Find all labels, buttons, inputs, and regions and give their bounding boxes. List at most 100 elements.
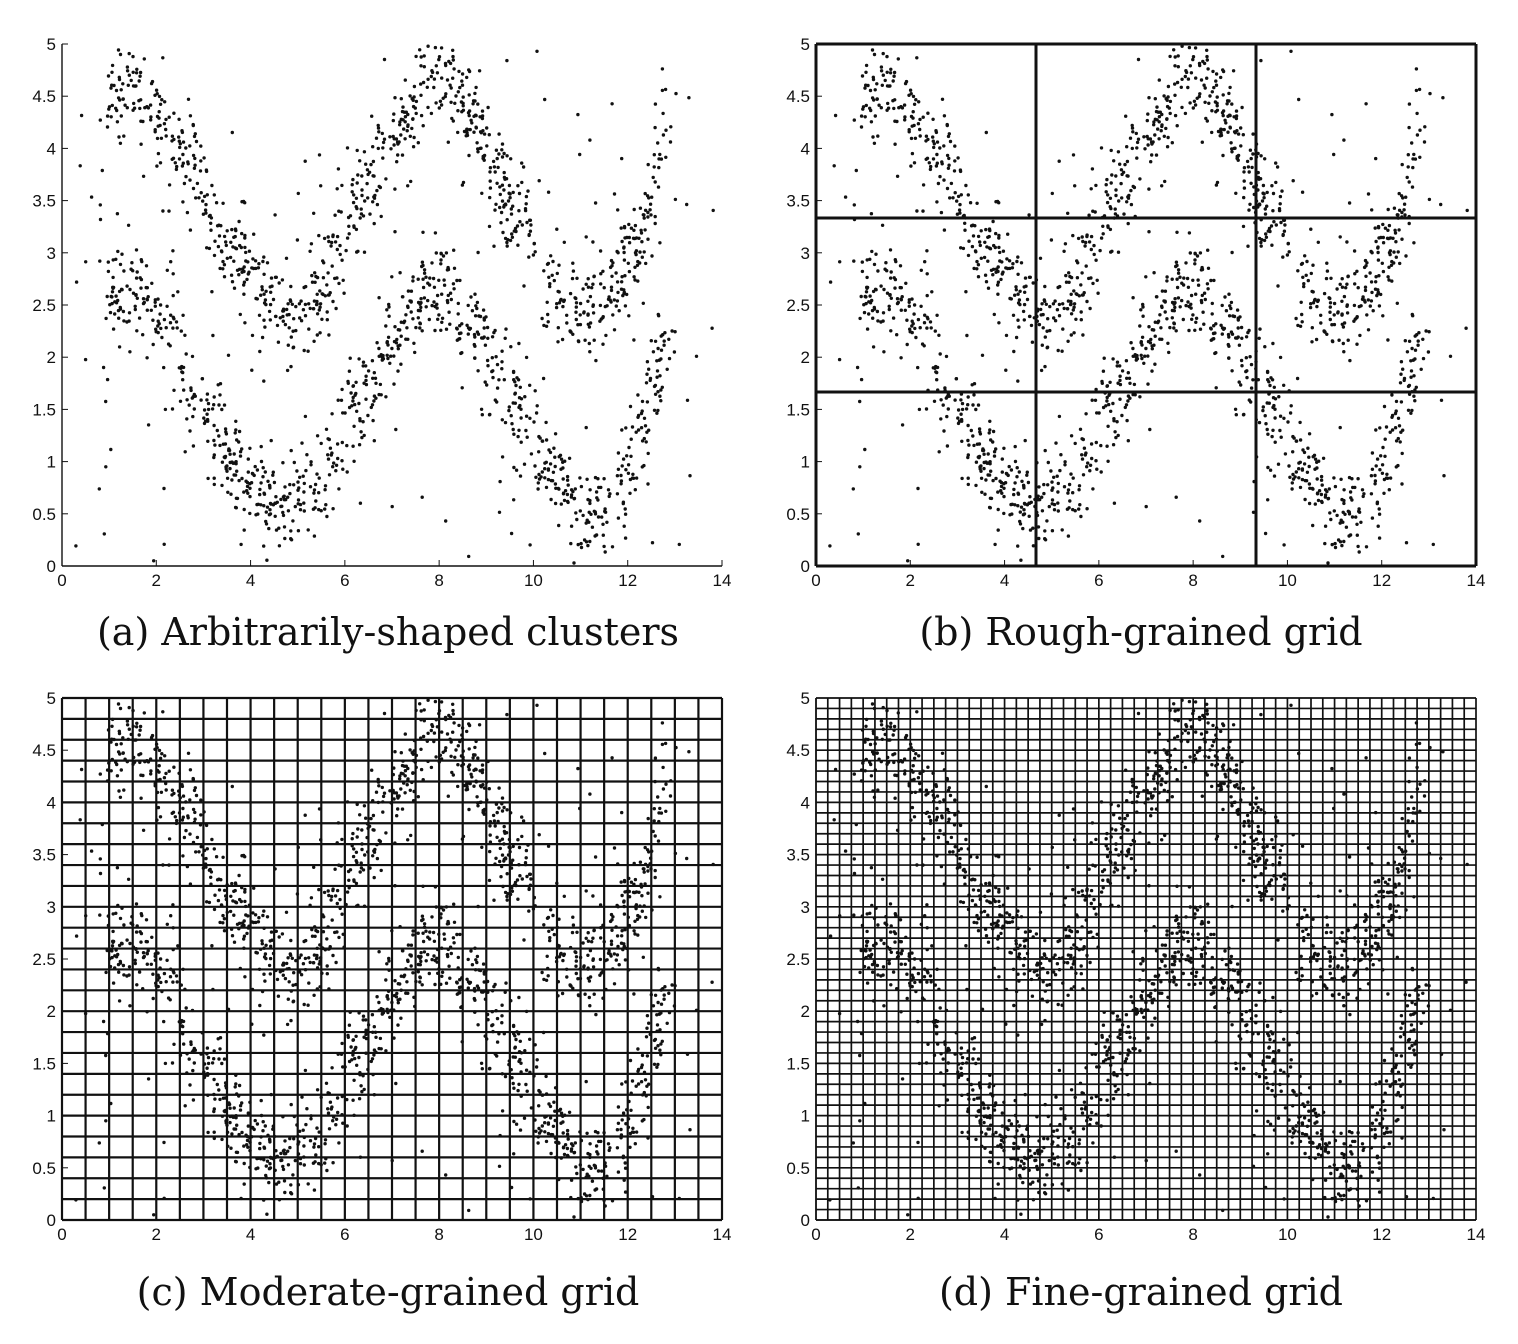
data-point <box>364 364 368 368</box>
data-point <box>148 103 153 107</box>
data-point <box>1237 380 1241 384</box>
data-point <box>553 464 557 469</box>
data-point <box>664 155 668 159</box>
data-point <box>156 319 160 323</box>
data-point <box>1244 356 1248 360</box>
data-point <box>1229 300 1234 305</box>
data-point <box>184 174 188 179</box>
data-point <box>936 181 941 186</box>
data-point <box>274 314 278 319</box>
data-point <box>1405 175 1409 180</box>
data-point <box>893 258 897 262</box>
data-point <box>445 732 450 736</box>
data-point <box>487 413 492 417</box>
data-point <box>264 510 268 514</box>
data-point <box>1370 251 1374 255</box>
data-point <box>358 813 362 817</box>
data-point <box>408 299 412 303</box>
data-point <box>1223 118 1227 123</box>
data-point <box>350 190 354 194</box>
data-point <box>915 209 919 213</box>
data-point <box>458 337 462 341</box>
data-point <box>421 778 425 782</box>
data-point <box>860 74 865 78</box>
data-point <box>225 476 230 480</box>
data-point <box>1361 295 1365 299</box>
data-point <box>376 780 381 784</box>
data-point <box>996 292 1000 296</box>
data-point <box>1423 125 1427 129</box>
data-point <box>295 892 300 896</box>
data-point <box>167 209 171 213</box>
data-point <box>500 360 504 364</box>
data-point <box>105 768 110 772</box>
data-point <box>498 859 502 864</box>
data-point <box>657 165 661 170</box>
data-point <box>340 1094 344 1099</box>
data-point <box>567 456 572 460</box>
data-point <box>419 767 424 772</box>
data-point <box>899 308 903 312</box>
data-point <box>221 201 225 205</box>
data-point <box>433 231 438 235</box>
data-point <box>254 266 258 271</box>
data-point <box>367 170 372 174</box>
data-point <box>271 470 275 474</box>
y-tick-label: 0 <box>47 1211 56 1230</box>
data-point <box>565 321 569 325</box>
data-point <box>509 861 513 865</box>
data-point <box>242 937 246 941</box>
data-point <box>459 331 463 335</box>
data-point <box>1212 85 1216 90</box>
data-point <box>1042 491 1046 496</box>
data-point <box>219 224 223 228</box>
data-point <box>1254 199 1259 203</box>
data-point <box>1186 285 1191 289</box>
data-point <box>1175 124 1179 128</box>
data-point <box>309 463 313 467</box>
data-point <box>1157 115 1162 119</box>
data-point <box>1380 463 1385 467</box>
data-point <box>289 364 293 369</box>
data-point <box>472 342 476 347</box>
data-point <box>1266 229 1270 233</box>
data-point <box>260 285 264 289</box>
data-point <box>620 893 624 898</box>
data-point <box>345 470 349 474</box>
data-point <box>228 909 233 914</box>
data-point <box>381 146 385 150</box>
data-point <box>313 925 317 929</box>
data-point <box>660 1039 664 1043</box>
data-point <box>1081 473 1086 477</box>
data-point <box>973 249 978 253</box>
data-point <box>546 477 551 482</box>
data-point <box>1252 185 1256 189</box>
data-point <box>1059 453 1063 457</box>
data-point <box>1148 341 1153 345</box>
data-point <box>612 328 617 332</box>
data-point <box>1031 544 1036 548</box>
data-point <box>610 928 614 932</box>
data-point <box>446 300 450 305</box>
data-point <box>1347 534 1351 538</box>
data-point <box>1160 304 1164 308</box>
data-point <box>609 939 614 943</box>
data-point <box>191 807 196 812</box>
data-point <box>1108 205 1112 209</box>
data-point <box>1094 258 1098 262</box>
data-point <box>474 85 478 90</box>
data-point <box>1160 184 1164 188</box>
data-point <box>1228 304 1232 308</box>
data-point <box>1080 235 1084 239</box>
data-point <box>1214 110 1218 114</box>
data-point <box>378 382 383 387</box>
data-point <box>1342 321 1347 325</box>
data-point <box>1242 195 1246 200</box>
data-point <box>433 45 438 50</box>
data-point <box>556 980 560 984</box>
data-point <box>164 117 168 122</box>
data-point <box>859 294 863 299</box>
data-point <box>997 233 1001 238</box>
data-point <box>914 335 918 340</box>
data-point <box>893 277 898 282</box>
